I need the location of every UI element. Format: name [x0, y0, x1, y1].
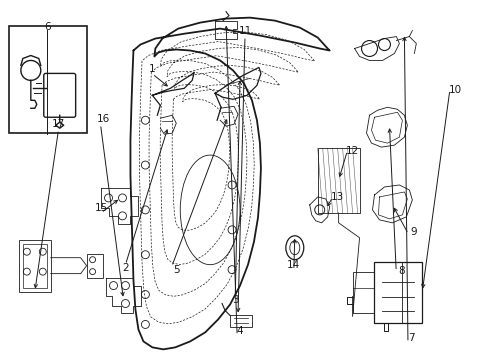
- Text: 2: 2: [122, 263, 129, 273]
- Text: 4: 4: [237, 325, 244, 336]
- Text: 1: 1: [149, 64, 155, 74]
- Text: 16: 16: [97, 114, 110, 124]
- Text: 14: 14: [287, 260, 300, 270]
- Text: 17: 17: [52, 120, 65, 129]
- Text: 6: 6: [44, 22, 50, 32]
- Bar: [23, 244, 47, 288]
- Text: 9: 9: [410, 227, 416, 237]
- Bar: [318, 148, 360, 213]
- Bar: [87, 254, 102, 278]
- Text: 3: 3: [232, 295, 239, 305]
- Text: 10: 10: [448, 85, 462, 95]
- Bar: [374, 262, 422, 323]
- Bar: [353, 272, 374, 314]
- Text: 15: 15: [95, 203, 108, 213]
- Text: 12: 12: [346, 145, 359, 156]
- Text: 13: 13: [331, 192, 344, 202]
- Bar: [9, 26, 87, 133]
- Text: 5: 5: [173, 265, 180, 275]
- Bar: [19, 240, 51, 292]
- Text: 11: 11: [238, 26, 252, 36]
- Text: 8: 8: [398, 266, 405, 276]
- Text: 7: 7: [408, 333, 414, 343]
